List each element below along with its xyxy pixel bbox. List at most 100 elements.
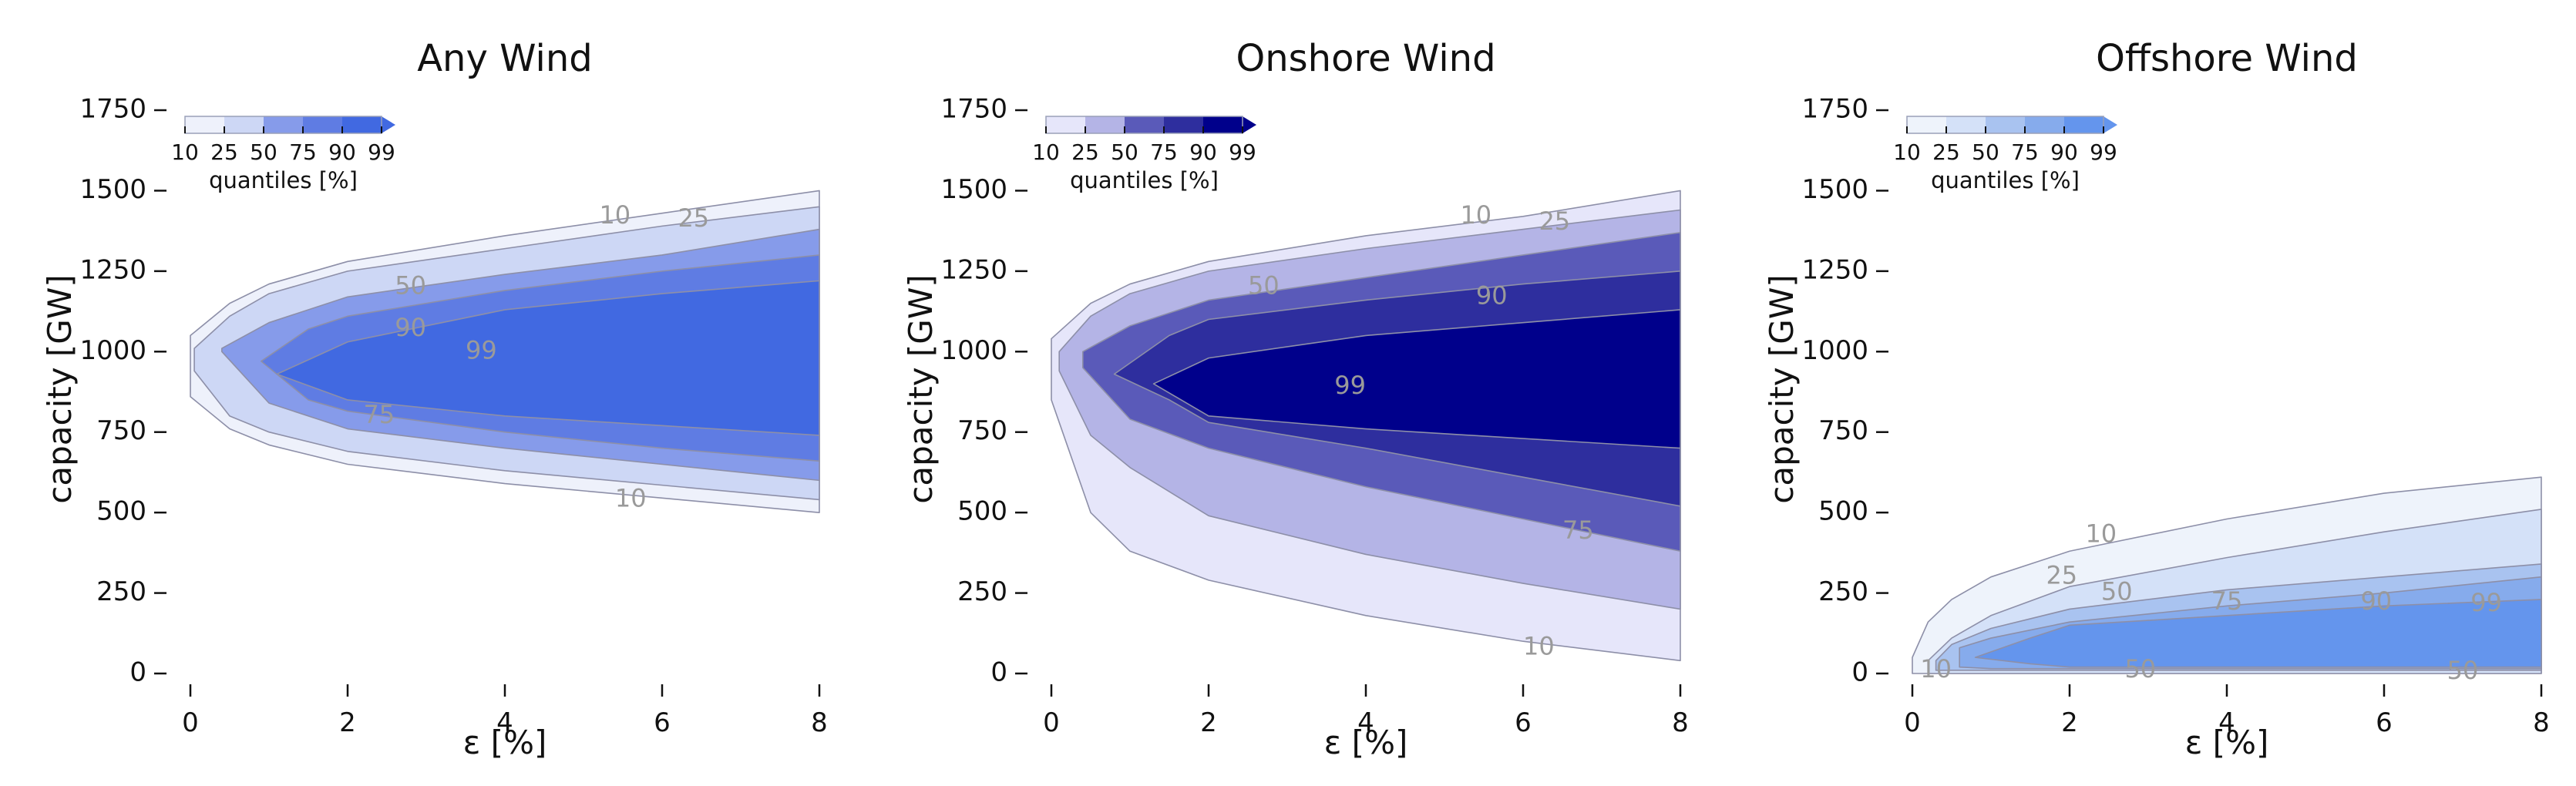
y-tick-label: 250 (957, 576, 1007, 607)
y-tick-label: 1000 (940, 335, 1007, 366)
y-tick-label: 1500 (79, 174, 146, 205)
contour-label: 10 (1460, 200, 1491, 230)
contour-label: 90 (395, 313, 426, 342)
colorbar-frame (1045, 116, 1243, 134)
x-tick-label: 8 (2533, 707, 2550, 738)
colorbar-segment (1125, 116, 1164, 133)
contour-label: 10 (2085, 519, 2117, 548)
colorbar-segment (1946, 116, 1986, 133)
colorbar-segment (264, 116, 303, 133)
colorbar-segment (1907, 116, 1946, 133)
y-tick-label: 750 (1818, 415, 1868, 446)
contour-label: 75 (1562, 516, 1594, 545)
y-tick-label: 1750 (940, 94, 1007, 125)
x-tick-label: 4 (1357, 707, 1374, 738)
contour-band-90 (276, 280, 820, 436)
x-tick-label: 4 (496, 707, 513, 738)
y-tick-label: 500 (957, 496, 1007, 527)
colorbar-tick-label: 50 (250, 139, 277, 165)
y-tick-label: 0 (990, 657, 1007, 688)
x-axis-label: ε [%] (1324, 724, 1408, 761)
contour-label: 90 (2360, 586, 2392, 616)
contour-band-90 (1152, 309, 1681, 449)
colorbar-tick-label: 50 (1111, 139, 1138, 165)
contour-label: 10 (599, 200, 631, 230)
contour-label: 50 (2447, 656, 2479, 685)
contour-label: 99 (1334, 371, 1366, 400)
colorbar-tick-label: 75 (1150, 139, 1178, 165)
colorbar-segment (1203, 116, 1243, 133)
y-tick-label: 0 (1851, 657, 1868, 688)
x-tick-label: 6 (2376, 707, 2393, 738)
contour-label: 99 (2470, 588, 2502, 617)
contour-label: 10 (1523, 632, 1555, 661)
contour-label: 50 (2101, 577, 2133, 606)
contour-label: 75 (2211, 586, 2243, 616)
colorbar-segment (2025, 116, 2064, 133)
y-tick-label: 750 (96, 415, 146, 446)
colorbar-label: quantiles [%] (209, 167, 358, 193)
contour-label: 10 (615, 483, 647, 512)
colorbar-tick-label: 25 (1932, 139, 1960, 165)
colorbar-tick-label: 75 (2011, 139, 2039, 165)
y-tick-label: 1750 (79, 94, 146, 125)
colorbar-tick-label: 99 (368, 139, 395, 165)
x-tick-label: 2 (1200, 707, 1217, 738)
y-tick-label: 500 (1818, 496, 1868, 527)
y-tick-label: 1000 (1801, 335, 1868, 366)
colorbar-tick-label: 99 (1229, 139, 1256, 165)
colorbar-segment (185, 116, 224, 133)
y-tick-label: 1250 (940, 254, 1007, 285)
contour-label: 90 (1476, 280, 1508, 310)
x-axis-label: ε [%] (2185, 724, 2269, 761)
x-tick-label: 2 (339, 707, 356, 738)
colorbar-tick-label: 90 (1189, 139, 1217, 165)
colorbar-segment (303, 116, 342, 133)
colorbar-segment (342, 116, 382, 133)
colorbar-tick-label: 10 (1032, 139, 1060, 165)
colorbar-tick-label: 10 (171, 139, 199, 165)
x-tick-label: 8 (1672, 707, 1689, 738)
y-tick-label: 1250 (1801, 254, 1868, 285)
y-tick-label: 1250 (79, 254, 146, 285)
y-tick-label: 1000 (79, 335, 146, 366)
contour-label: 25 (2046, 561, 2077, 590)
contour-label: 50 (1248, 271, 1280, 301)
contour-label: 50 (2124, 654, 2156, 684)
x-tick-label: 6 (654, 707, 671, 738)
contour-label: 75 (363, 400, 395, 429)
contour-label: 99 (466, 335, 497, 364)
contour-label: 25 (678, 203, 709, 233)
y-axis-label: capacity [GW] (902, 274, 940, 504)
x-tick-label: 0 (1043, 707, 1060, 738)
chart-title: Any Wind (417, 37, 593, 80)
colorbar-label: quantiles [%] (1931, 167, 2080, 193)
y-tick-label: 1750 (1801, 94, 1868, 125)
colorbar-segment (224, 116, 264, 133)
colorbar-frame (1906, 116, 2104, 134)
colorbar-segment (1164, 116, 1203, 133)
x-tick-label: 6 (1515, 707, 1532, 738)
y-axis-label: capacity [GW] (41, 274, 79, 504)
y-tick-label: 750 (957, 415, 1007, 446)
contour-label: 10 (1920, 654, 1952, 684)
x-tick-label: 0 (182, 707, 199, 738)
colorbar-tick-label: 90 (328, 139, 356, 165)
y-axis-label: capacity [GW] (1763, 274, 1801, 504)
colorbar-segment (1986, 116, 2025, 133)
contour-band-90 (1974, 599, 2542, 668)
colorbar-extend-arrow (382, 116, 395, 133)
x-tick-label: 4 (2218, 707, 2235, 738)
colorbar-extend-arrow (2104, 116, 2117, 133)
chart-title: Onshore Wind (1236, 37, 1495, 80)
colorbar-extend-arrow (1243, 116, 1256, 133)
colorbar-tick-label: 90 (2050, 139, 2078, 165)
x-tick-label: 0 (1904, 707, 1921, 738)
colorbar-label: quantiles [%] (1070, 167, 1219, 193)
colorbar-tick-label: 25 (1071, 139, 1099, 165)
contour-label: 50 (395, 271, 426, 301)
